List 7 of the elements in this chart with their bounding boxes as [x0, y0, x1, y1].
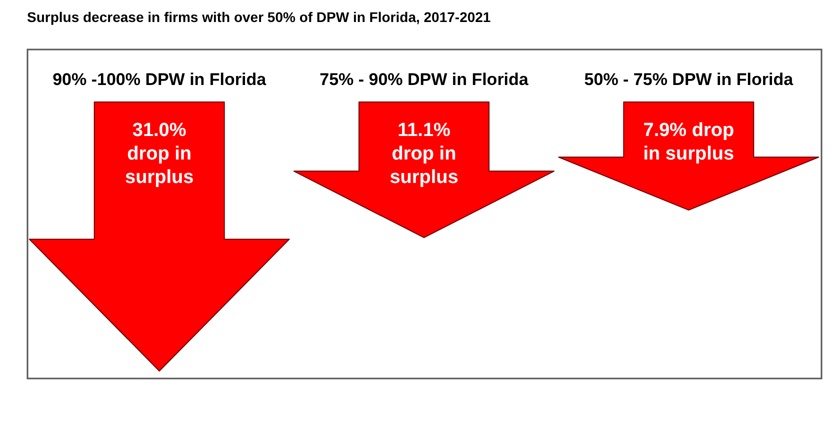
data-label: 31.0% drop in surplus: [125, 120, 194, 188]
category-label: 75% - 90% DPW in Florida: [320, 70, 529, 89]
category-label: 90% -100% DPW in Florida: [52, 70, 267, 89]
data-label: 7.9% drop in surplus: [643, 120, 734, 164]
category-label: 50% - 75% DPW in Florida: [584, 70, 794, 89]
text: Surplus decrease in firms with over 50% of DPW in Florida, 2017-2021: [27, 9, 491, 25]
data-label: 11.1% drop in surplus: [390, 120, 458, 188]
